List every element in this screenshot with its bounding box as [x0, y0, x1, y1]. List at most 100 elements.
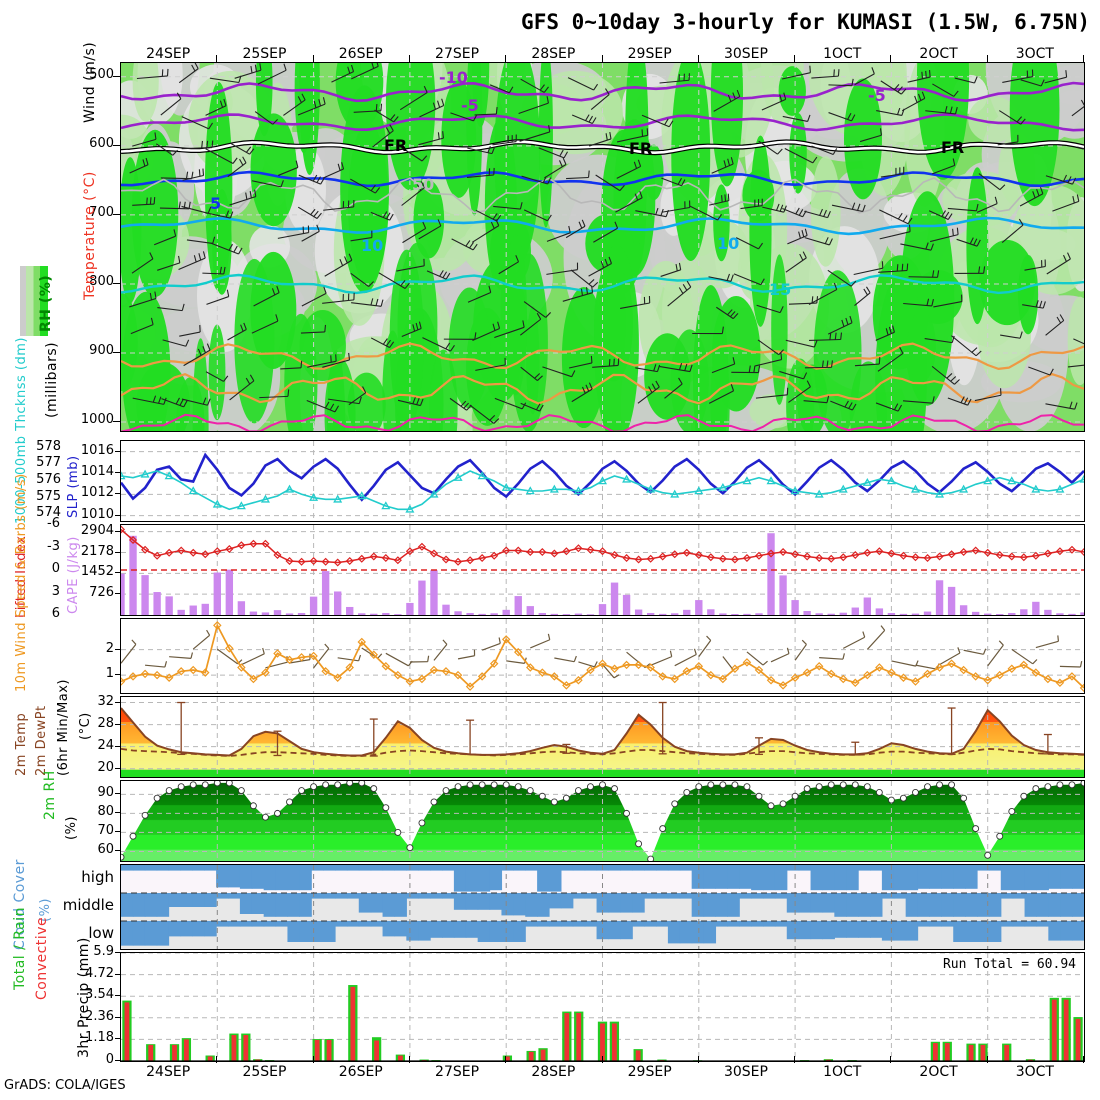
- legend-precip-convective: Convective: [34, 916, 50, 1000]
- date-label-27sep: 27SEP: [435, 46, 480, 62]
- slp-tick: [115, 514, 120, 516]
- temp-tick: [115, 745, 120, 747]
- wind-speed-panel: [120, 618, 1085, 694]
- contour-label: 15: [769, 280, 791, 299]
- thickness-tick-label: 577: [36, 455, 61, 471]
- precip-tick: [115, 995, 120, 997]
- contour-label: FR: [941, 138, 964, 157]
- precip-tick-label: 0: [105, 1052, 114, 1067]
- date-tick: [1083, 55, 1084, 62]
- thickness-tick-label: 576: [36, 472, 61, 487]
- date-label-30sep: 30SEP: [723, 46, 768, 62]
- axis-label-2m-rh: 2m RH: [42, 770, 58, 820]
- axis-label-rh-upper: RH (%): [38, 274, 54, 332]
- cape-tick-label: 2904: [80, 522, 114, 538]
- date-tick: [697, 1056, 699, 1063]
- cape-tick-label: 1452: [80, 564, 114, 580]
- date-tick: [794, 55, 796, 62]
- lifted-index-tick-label: 6: [51, 606, 60, 621]
- date-tick: [505, 55, 507, 62]
- date-tick: [216, 1056, 218, 1063]
- rh-tick-label: 70: [97, 823, 114, 839]
- upper-air-cross-section-panel: -10 -5 -5 FR FR FR 5 50 10 10 15: [120, 62, 1085, 432]
- precip-tick: [115, 1038, 120, 1040]
- run-total-label: Run Total = 60.94: [942, 957, 1076, 972]
- rh-tick: [115, 812, 120, 814]
- date-label-29sep: 29SEP: [627, 1064, 672, 1080]
- pressure-tick-label: 600: [89, 135, 114, 151]
- date-tick: [890, 55, 892, 62]
- axis-label-degc: (°C): [78, 712, 93, 740]
- thickness-tick-label: 574: [36, 505, 61, 521]
- date-tick: [986, 1056, 988, 1063]
- rh-2m-panel: [120, 780, 1085, 862]
- axis-label-temperature: Temperature (°C): [82, 171, 98, 300]
- rh-tick-label: 90: [97, 785, 114, 801]
- upper-air-chart: -10 -5 -5 FR FR FR 5 50 10 10 15: [121, 63, 1084, 431]
- cape-tick-label: 2178: [80, 543, 114, 559]
- rh-tick-label: 80: [97, 804, 114, 820]
- cloud-row-label-middle: middle: [62, 896, 114, 914]
- pressure-tick: [113, 75, 120, 77]
- rh-tick: [115, 793, 120, 795]
- date-label-27sep: 27SEP: [435, 1064, 480, 1080]
- pressure-tick: [113, 421, 120, 423]
- axis-label-slp: SLP (mb): [66, 455, 81, 518]
- temp-tick-label: 24: [97, 737, 114, 753]
- pressure-tick-label: 800: [89, 273, 114, 289]
- lifted-index-tick-label: 3: [51, 583, 60, 599]
- temp-tick: [115, 701, 120, 703]
- pressure-tick-label: 900: [89, 342, 114, 358]
- rh-tick: [115, 850, 120, 852]
- slp-thickness-panel: [120, 440, 1085, 522]
- axis-label-minmax: (6hr Min/Max): [56, 679, 71, 776]
- wind-tick: [115, 648, 120, 650]
- date-tick: [408, 1056, 410, 1063]
- axis-label-10m-wind: 10m Wind Speed & Barbs (m/s): [14, 473, 29, 692]
- cape-tick-label: 726: [89, 585, 114, 601]
- date-label-26sep: 26SEP: [338, 1064, 383, 1080]
- temp-tick: [115, 767, 120, 769]
- date-label-29sep: 29SEP: [627, 46, 672, 62]
- temp-tick: [115, 723, 120, 725]
- temp-dewpt-chart: [121, 697, 1084, 777]
- contour-label: 10: [717, 234, 739, 253]
- rh-colorbar: [20, 266, 48, 336]
- date-tick: [408, 55, 410, 62]
- date-tick: [794, 1056, 796, 1063]
- pressure-tick-label: 1000: [80, 412, 114, 428]
- axis-label-rh-pct: (%): [64, 816, 79, 840]
- slp-tick: [115, 472, 120, 473]
- precip-chart: [121, 953, 1084, 1061]
- wind-tick-label: 1: [105, 666, 114, 682]
- precip-tick-label: 5.9: [93, 944, 114, 959]
- contour-label: 10: [361, 236, 383, 255]
- cloud-row-label-high: high: [81, 868, 114, 886]
- cloud-row-label-low: low: [88, 924, 114, 942]
- date-label-28sep: 28SEP: [531, 1064, 576, 1080]
- slp-tick-label: 1012: [80, 485, 114, 501]
- date-label-28sep: 28SEP: [531, 46, 576, 62]
- precip-tick-label: 1.18: [85, 1030, 114, 1046]
- lifted-index-tick-label: -3: [47, 538, 60, 554]
- lifted-index-tick-label: -6: [47, 516, 60, 531]
- thickness-tick-label: 578: [36, 438, 61, 454]
- cape-tick: [115, 572, 120, 574]
- slp-tick-label: 1014: [80, 464, 114, 479]
- axis-label-precip: 3hr Precip (mm): [76, 937, 92, 1058]
- pressure-tick: [113, 144, 120, 146]
- temp-tick-label: 20: [97, 759, 114, 775]
- precip-tick-label: 4.72: [85, 965, 114, 981]
- wind-tick: [115, 674, 120, 676]
- rh-2m-chart: [121, 781, 1084, 861]
- contour-label: -5: [461, 96, 479, 115]
- pressure-tick-label: 500: [89, 66, 114, 82]
- precip-panel: Run Total = 60.94: [120, 952, 1085, 1062]
- cloud-cover-panel: [120, 864, 1085, 950]
- contour-label: FR: [629, 139, 652, 158]
- pressure-tick: [113, 351, 120, 353]
- date-label-25sep: 25SEP: [242, 1064, 287, 1080]
- precip-tick: [115, 1016, 120, 1018]
- date-label-1oct: 1OCT: [823, 46, 862, 62]
- date-tick: [601, 55, 603, 62]
